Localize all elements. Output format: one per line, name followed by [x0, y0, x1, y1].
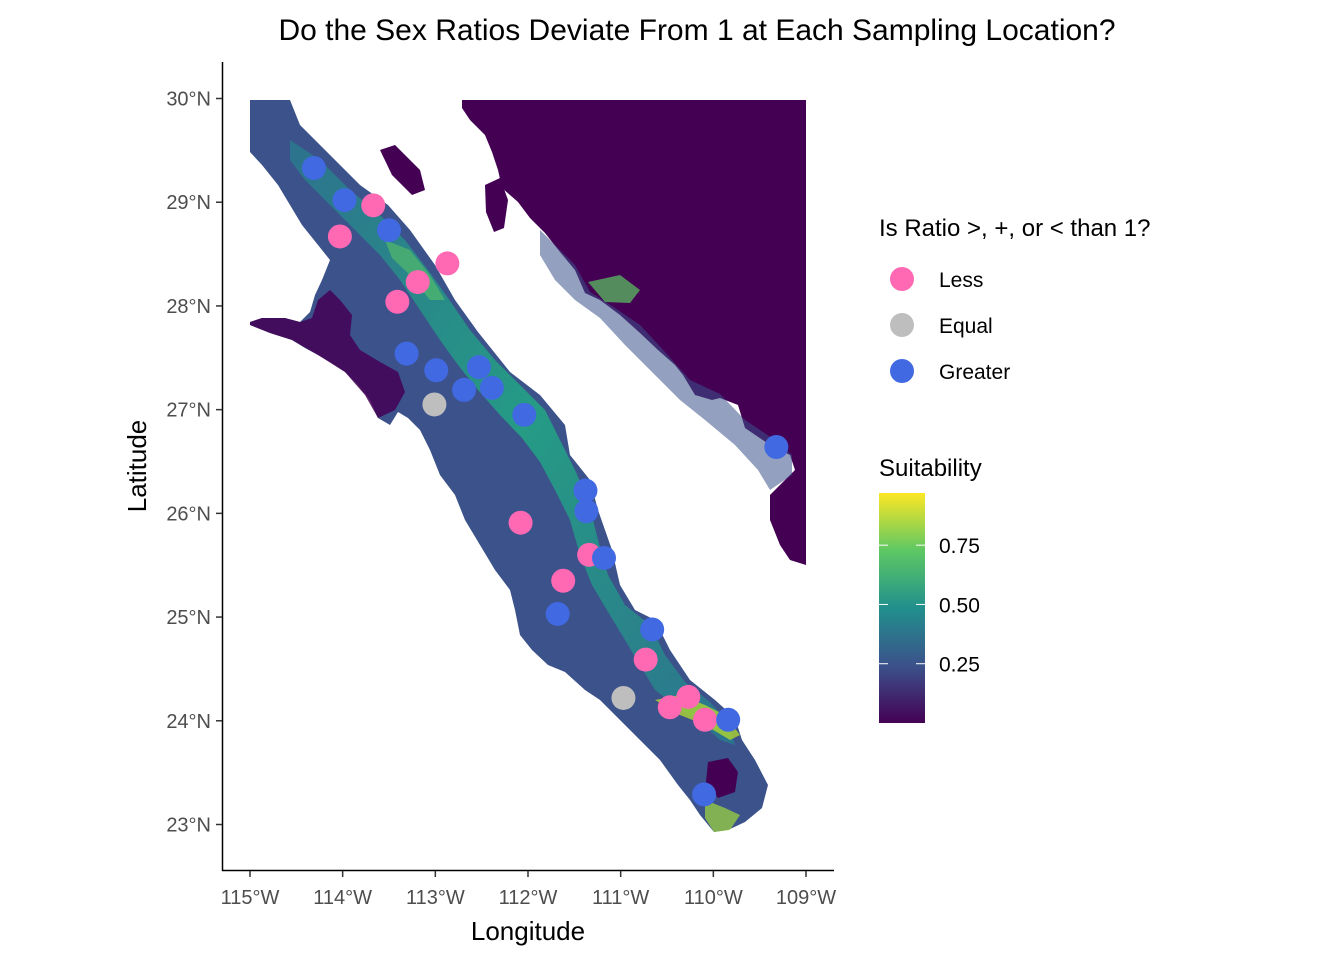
sampling-point-less: [327, 224, 352, 249]
x-tick-label: 115°W: [221, 887, 280, 909]
sampling-point-greater: [332, 188, 357, 213]
sampling-point-less: [633, 647, 658, 672]
sampling-point-equal: [611, 685, 636, 710]
y-axis-title: Latitude: [122, 420, 152, 513]
sampling-point-greater: [545, 601, 570, 626]
ratio-legend-title: Is Ratio >, +, or < than 1?: [879, 215, 1151, 242]
y-tick-label: 29°N: [166, 192, 211, 214]
legend-label-equal: Equal: [939, 315, 993, 338]
tiburon-island: [485, 178, 508, 232]
sampling-point-less: [657, 695, 682, 720]
high-suitability-south: [705, 800, 740, 832]
y-axis-ticks: 30°N 29°N 28°N 27°N 26°N 25°N 24°N 23°N: [166, 89, 222, 837]
sampling-point-greater: [640, 617, 665, 642]
legend-key-greater: [890, 359, 914, 383]
chart-title: Do the Sex Ratios Deviate From 1 at Each…: [278, 14, 1115, 47]
y-tick-label: 24°N: [166, 711, 211, 733]
mainland-green-patch: [588, 275, 640, 303]
y-tick-label: 28°N: [166, 296, 211, 318]
legend-key-equal: [890, 313, 914, 337]
legend-key-less: [890, 267, 914, 291]
sampling-point-greater: [573, 478, 598, 503]
y-tick-label: 30°N: [166, 89, 211, 111]
sampling-point-greater: [466, 355, 491, 380]
sampling-point-greater: [377, 218, 401, 243]
colorbar-tick-label: 0.25: [939, 654, 980, 677]
y-tick-label: 27°N: [166, 400, 211, 422]
ratio-legend: Is Ratio >, +, or < than 1? Less Equal Gre…: [879, 215, 1151, 384]
sampling-point-less: [508, 510, 533, 535]
x-tick-label: 113°W: [406, 887, 465, 909]
sampling-point-greater: [764, 434, 789, 459]
suitability-raster: [250, 100, 806, 832]
sampling-point-equal: [422, 392, 447, 417]
x-axis-title: Longitude: [471, 916, 585, 946]
sampling-point-greater: [716, 707, 741, 732]
x-tick-label: 110°W: [684, 887, 743, 909]
sampling-point-greater: [394, 341, 419, 366]
sampling-point-less: [551, 568, 576, 593]
sampling-point-greater: [512, 402, 537, 427]
ratio-legend-items: Less Equal Greater: [890, 267, 1010, 384]
y-tick-label: 26°N: [166, 503, 211, 525]
suitability-legend-title: Suitability: [879, 455, 982, 482]
sampling-point-greater: [301, 155, 326, 180]
sampling-point-greater: [452, 377, 477, 402]
legend-label-greater: Greater: [939, 361, 1010, 384]
y-tick-label: 25°N: [166, 607, 211, 629]
y-tick-label: 23°N: [166, 815, 211, 837]
sampling-point-less: [405, 270, 430, 295]
sampling-point-less: [385, 289, 410, 314]
sampling-point-less: [361, 193, 386, 218]
x-tick-label: 112°W: [499, 887, 558, 909]
x-tick-label: 111°W: [592, 887, 649, 909]
mainland-region: [462, 100, 806, 565]
mainland-coastal-band: [540, 230, 792, 490]
sampling-point-less: [435, 251, 460, 276]
high-suitability-north: [385, 240, 445, 300]
x-axis-ticks: 115°W 114°W 113°W 112°W 111°W 110°W 109°W: [221, 871, 836, 909]
angel-guarda-island: [380, 145, 425, 195]
sampling-point-greater: [479, 375, 504, 400]
suitability-colorbar: [879, 493, 925, 723]
sampling-points: [301, 155, 789, 807]
x-tick-label: 109°W: [776, 887, 836, 909]
colorbar-tick-label: 0.50: [939, 594, 980, 617]
sampling-point-greater: [424, 358, 449, 383]
sampling-point-less: [692, 707, 717, 732]
vizcaino-desert: [250, 290, 405, 418]
sampling-point-less: [676, 684, 701, 709]
suitability-legend: Suitability 0.75 0.50 0.25: [879, 455, 982, 723]
sampling-point-greater: [591, 545, 616, 570]
colorbar-tick-label: 0.75: [939, 535, 980, 558]
legend-label-less: Less: [939, 269, 983, 292]
colorbar-ticks: 0.75 0.50 0.25: [879, 535, 980, 677]
x-tick-label: 114°W: [313, 887, 372, 909]
sampling-point-greater: [574, 499, 599, 524]
sampling-point-greater: [692, 782, 717, 807]
